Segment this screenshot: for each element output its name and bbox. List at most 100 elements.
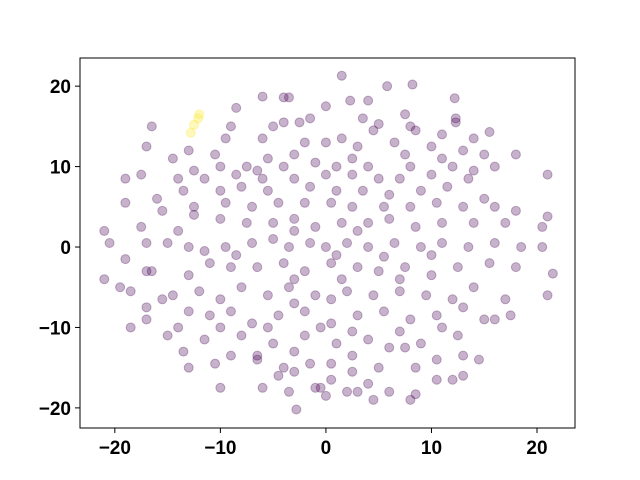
x-tick-label: −10 <box>204 438 236 459</box>
point <box>289 366 300 377</box>
point <box>178 185 189 196</box>
point <box>183 306 194 317</box>
point <box>215 294 226 305</box>
point <box>352 141 363 152</box>
point <box>468 165 479 176</box>
point <box>405 394 416 405</box>
point <box>236 181 247 192</box>
point <box>363 95 374 106</box>
point <box>220 242 231 253</box>
point <box>394 286 405 297</box>
point <box>146 266 157 277</box>
point <box>400 342 411 353</box>
point <box>384 386 395 397</box>
point <box>257 173 268 184</box>
point <box>352 225 363 236</box>
point <box>326 318 337 329</box>
point <box>289 173 300 184</box>
point <box>458 370 469 381</box>
point <box>289 274 300 285</box>
point <box>210 358 221 369</box>
point <box>152 193 163 204</box>
point <box>199 334 210 345</box>
point <box>289 213 300 224</box>
point <box>542 290 553 301</box>
point <box>382 81 393 92</box>
point <box>510 149 521 160</box>
point <box>431 310 442 321</box>
point <box>363 217 374 228</box>
point <box>505 310 516 321</box>
point <box>294 117 305 128</box>
point <box>305 113 316 124</box>
point <box>289 346 300 357</box>
point <box>99 274 110 285</box>
point <box>426 169 437 180</box>
point <box>278 117 289 128</box>
point <box>257 133 268 144</box>
point <box>405 314 416 325</box>
point <box>373 362 384 373</box>
point <box>215 382 226 393</box>
point <box>183 270 194 281</box>
point <box>426 141 437 152</box>
point <box>262 322 273 333</box>
point <box>162 330 173 341</box>
point <box>225 306 236 317</box>
point <box>542 169 553 180</box>
point <box>136 221 147 232</box>
point <box>452 330 463 341</box>
point <box>247 238 258 248</box>
point <box>262 153 273 164</box>
point <box>405 121 416 132</box>
point <box>426 270 437 281</box>
point <box>283 386 294 397</box>
plot-area <box>80 58 575 428</box>
point <box>320 137 331 148</box>
point <box>257 91 268 102</box>
point <box>345 95 356 106</box>
point <box>320 390 331 401</box>
point <box>320 169 331 180</box>
point <box>268 338 279 349</box>
point <box>299 266 310 277</box>
x-tick-label: −20 <box>99 438 131 459</box>
point <box>389 238 400 248</box>
point <box>394 326 405 337</box>
y-tick-label: −20 <box>39 399 71 420</box>
point <box>162 238 173 248</box>
point <box>283 242 294 253</box>
point <box>125 286 136 297</box>
point <box>310 290 321 301</box>
point <box>204 258 215 269</box>
point <box>120 173 131 184</box>
point <box>278 362 289 373</box>
point <box>236 282 247 293</box>
point <box>373 118 384 129</box>
point <box>458 302 469 313</box>
point <box>136 169 147 180</box>
point <box>336 70 347 81</box>
point <box>299 197 310 208</box>
point <box>347 153 358 164</box>
point <box>236 330 247 341</box>
point <box>542 211 553 222</box>
point <box>468 133 479 144</box>
point <box>188 119 199 130</box>
point <box>447 161 458 172</box>
x-tick-label: 0 <box>321 438 332 459</box>
point <box>141 238 152 248</box>
point <box>437 238 448 248</box>
point <box>431 197 442 208</box>
point <box>484 258 495 269</box>
point <box>357 185 368 196</box>
point <box>450 117 461 128</box>
point <box>410 389 421 400</box>
point <box>331 161 342 172</box>
point <box>516 242 527 253</box>
point <box>125 322 136 333</box>
point <box>336 217 347 228</box>
point <box>373 173 384 184</box>
point <box>484 127 495 137</box>
point <box>363 334 374 345</box>
